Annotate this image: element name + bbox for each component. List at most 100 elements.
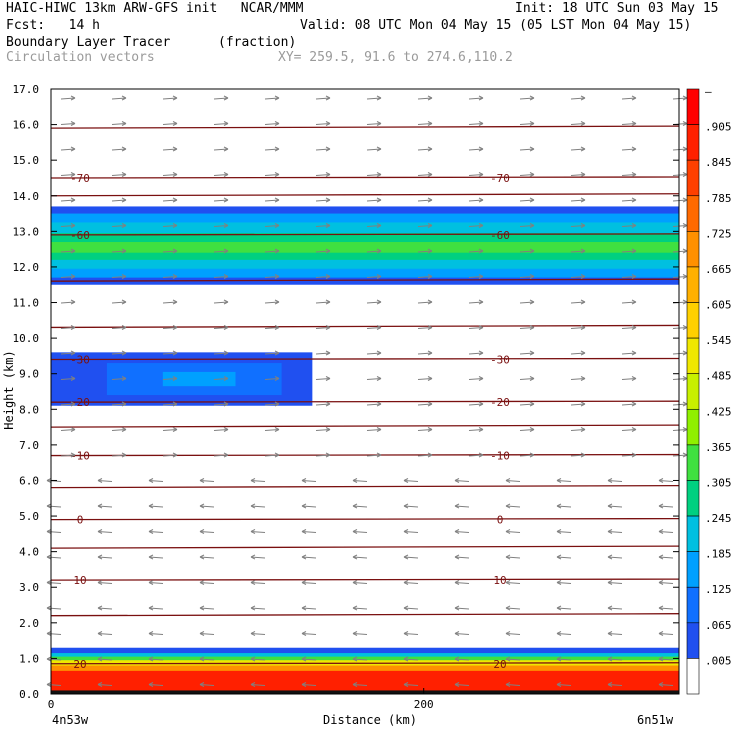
circulation-vector [682, 223, 688, 228]
circulation-vector [199, 556, 215, 559]
circulation-vector [505, 607, 521, 610]
circulation-vector [274, 95, 280, 101]
circulation-vector [199, 480, 215, 482]
circulation-vector [315, 199, 331, 202]
circulation-vector [505, 505, 521, 508]
circulation-vector [325, 172, 331, 177]
y-tick-label: 14.0 [13, 190, 40, 203]
colorbar-label: .725 [705, 227, 732, 240]
circulation-vector [121, 350, 127, 356]
circulation-vector [478, 121, 484, 126]
circulation-vector [556, 631, 562, 636]
circulation-vector [148, 503, 154, 509]
circulation-vector [223, 121, 229, 126]
circulation-vector [301, 480, 317, 482]
circulation-vector [621, 97, 637, 100]
circulation-vector [325, 299, 331, 305]
circulation-vector [621, 429, 637, 431]
circulation-vector [148, 684, 164, 686]
circulation-vector [325, 427, 331, 432]
colorbar-label: .245 [705, 512, 732, 525]
circulation-vector [162, 352, 178, 355]
circulation-vector [403, 684, 419, 686]
circulation-vector [70, 452, 76, 458]
circulation-vector [162, 378, 178, 380]
circulation-vector [97, 529, 103, 534]
circulation-vector [468, 301, 484, 304]
circulation-vector [376, 401, 382, 407]
circulation-vector [172, 95, 178, 101]
circulation-vector [121, 401, 127, 407]
circulation-vector [213, 454, 229, 457]
circulation-vector [519, 250, 535, 253]
circulation-vector [478, 197, 484, 203]
circulation-vector [213, 148, 229, 151]
circulation-vectors [46, 95, 688, 687]
circulation-vector [478, 146, 484, 152]
x-tick-label: 200 [414, 698, 434, 711]
circulation-vector [403, 582, 419, 584]
circulation-vector [148, 478, 154, 483]
circulation-vector [427, 350, 433, 356]
y-axis-label: Height (km) [2, 350, 16, 429]
circulation-vector [301, 554, 307, 560]
circulation-vector [213, 352, 229, 355]
circulation-vector [111, 301, 127, 304]
circulation-vector [315, 301, 331, 304]
y-tick-label: 6.0 [19, 474, 39, 487]
circulation-vector [70, 121, 76, 126]
circulation-vector [556, 607, 572, 610]
circulation-vector [250, 607, 266, 610]
contour-label: -20 [70, 396, 90, 409]
circulation-vector [376, 146, 382, 152]
circulation-vector [556, 556, 572, 559]
circulation-vector [264, 301, 280, 304]
circulation-vector [570, 378, 586, 380]
circulation-vector [70, 274, 76, 279]
colorbar: – .905 .845 .785 .725 .665 .605 .545 .485 .425 .36… [686, 85, 732, 695]
circulation-vector [519, 123, 535, 125]
circulation-vector [631, 197, 637, 203]
circulation-vector [315, 352, 331, 355]
circulation-vector [658, 529, 664, 534]
circulation-vector [682, 299, 688, 305]
circulation-vector [658, 656, 664, 662]
circulation-vector [570, 174, 586, 176]
temperature-contour [50, 357, 680, 361]
circulation-vector [325, 452, 331, 458]
circulation-vector [172, 121, 178, 126]
circulation-vector [121, 325, 127, 330]
circulation-vector [223, 146, 229, 152]
circulation-vector [46, 658, 62, 661]
circulation-vector [162, 199, 178, 202]
circulation-vector [148, 554, 154, 560]
circulation-vector [162, 97, 178, 100]
circulation-vector [274, 452, 280, 458]
circulation-vector [631, 401, 637, 407]
circulation-vector [199, 529, 205, 534]
circulation-vector [580, 325, 586, 330]
circulation-vector [274, 325, 280, 330]
circulation-vector [658, 582, 674, 584]
circulation-vector [199, 580, 205, 585]
circulation-vector [121, 121, 127, 126]
x-right-location: 6n51w [637, 713, 674, 727]
circulation-vector [46, 656, 52, 662]
circulation-vector [403, 658, 419, 661]
circulation-vector [46, 531, 62, 533]
circulation-vector [556, 605, 562, 611]
colorbar-label: .065 [705, 619, 732, 632]
colorbar-label: .425 [705, 405, 732, 418]
colorbar-label: .365 [705, 441, 732, 454]
circulation-vector [454, 684, 470, 686]
circulation-vector [315, 174, 331, 176]
circulation-vector [199, 605, 205, 611]
circulation-vector [376, 197, 382, 203]
circulation-vector [417, 97, 433, 100]
circulation-vector [580, 299, 586, 305]
circulation-vector [403, 607, 419, 610]
circulation-vector [376, 248, 382, 254]
temperature-contour [50, 613, 680, 617]
circulation-vector [70, 376, 76, 381]
temperature-contour [50, 400, 680, 403]
